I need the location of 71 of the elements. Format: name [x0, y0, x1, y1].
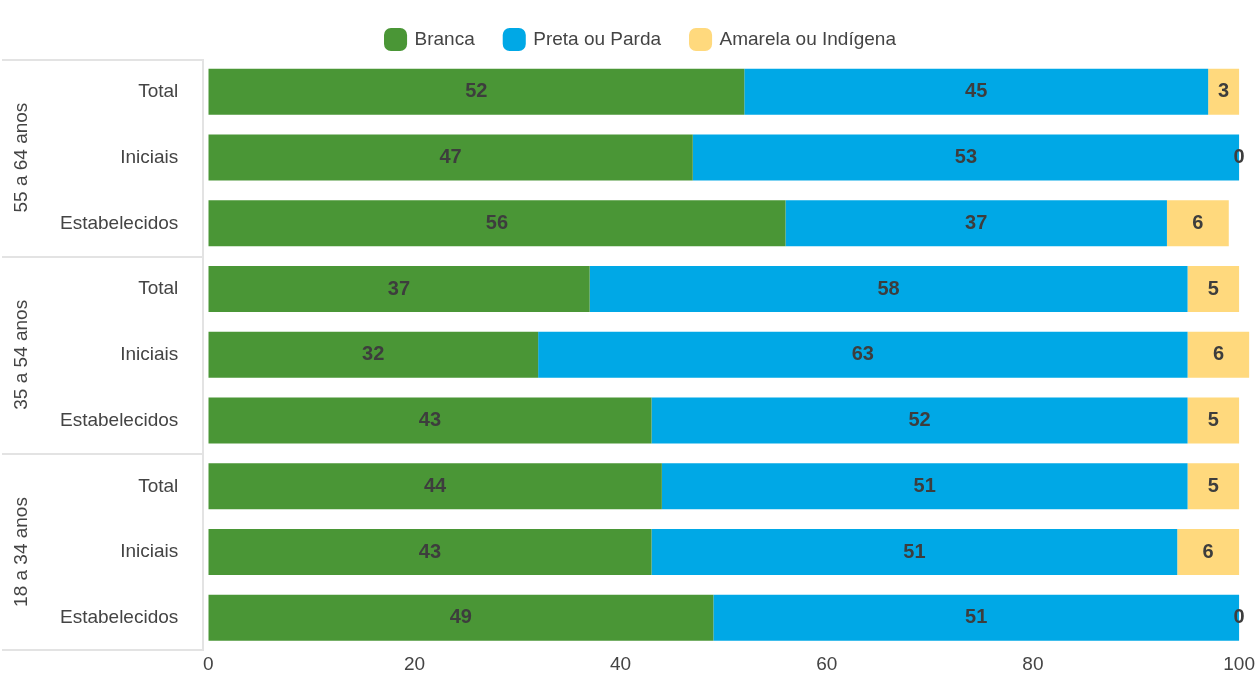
x-tick-label: 0 [203, 653, 214, 675]
data-label: 32 [362, 342, 385, 365]
bar [208, 68, 745, 115]
y-tick-label: Estabelecidos [60, 605, 179, 627]
data-label: 6 [1202, 539, 1214, 562]
data-label: 37 [965, 210, 988, 233]
bar [538, 331, 1188, 378]
legend-label: Amarela ou Indígena [719, 27, 897, 49]
bar [1187, 266, 1240, 313]
bar [208, 200, 786, 247]
bar [744, 68, 1209, 115]
data-label: 45 [965, 79, 988, 102]
data-label: 5 [1207, 276, 1219, 299]
data-label: 53 [954, 145, 978, 168]
y-tick-label: Total [138, 474, 179, 496]
bar [1187, 397, 1240, 444]
bar [651, 397, 1188, 444]
bar [208, 397, 652, 444]
data-label: 51 [965, 605, 988, 628]
bar [208, 594, 714, 641]
text: 55 a 64 anos [10, 102, 32, 213]
bar [651, 528, 1178, 576]
bar [208, 463, 662, 510]
y-tick-label: Estabelecidos [60, 211, 179, 233]
bar [208, 528, 652, 576]
data-label: 51 [913, 473, 936, 496]
bar [1187, 463, 1240, 510]
legend-label: Branca [414, 27, 476, 49]
data-label: 58 [877, 276, 900, 299]
y-tick-label: Total [138, 277, 179, 299]
bar [1177, 528, 1240, 576]
y-tick-label: Iniciais [120, 145, 179, 167]
data-label: 44 [423, 473, 448, 496]
bar [661, 463, 1188, 510]
data-label: 52 [908, 408, 931, 431]
data-label: 49 [449, 605, 472, 628]
data-label: 6 [1192, 210, 1204, 233]
data-label: 51 [903, 539, 926, 562]
data-label: 5 [1207, 408, 1219, 431]
data-label: 0 [1233, 145, 1245, 168]
y-tick-label: Estabelecidos [60, 408, 179, 430]
x-tick-label: 100 [1223, 653, 1255, 675]
data-label: 63 [851, 342, 874, 365]
bar [785, 200, 1167, 247]
data-label: 43 [418, 408, 442, 431]
bar [589, 266, 1188, 313]
data-label: 6 [1212, 342, 1225, 365]
data-label: 52 [465, 79, 488, 102]
bar [208, 331, 539, 378]
data-label: 0 [1233, 605, 1245, 628]
data-label: 37 [387, 276, 411, 299]
data-label: 43 [418, 539, 442, 562]
y-tick-label: Total [138, 80, 179, 102]
data-label: 5 [1207, 473, 1219, 496]
x-tick-label: 60 [816, 653, 838, 675]
bar [1208, 68, 1240, 115]
x-tick-label: 80 [1022, 653, 1044, 675]
bar [208, 266, 590, 313]
bar [1187, 331, 1250, 378]
x-tick-label: 40 [610, 653, 632, 675]
data-label: 3 [1218, 79, 1230, 102]
data-label: 47 [439, 145, 462, 168]
y-tick-label: Iniciais [120, 343, 179, 365]
bar [208, 134, 693, 181]
legend-label: Preta ou Parda [533, 27, 662, 49]
y-tick-label: Iniciais [120, 540, 179, 562]
text: 18 a 34 anos [10, 497, 32, 607]
data-label: 56 [485, 210, 509, 233]
x-tick-label: 20 [403, 653, 426, 675]
bar [1166, 200, 1229, 247]
text: 35 a 54 anos [10, 299, 32, 410]
